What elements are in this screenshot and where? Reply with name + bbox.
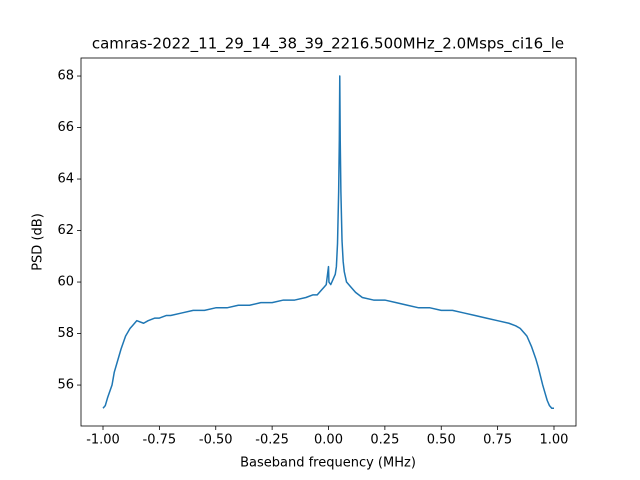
x-tick-label: 0.25 — [370, 433, 399, 448]
y-tick-label: 68 — [57, 69, 74, 84]
x-tick-label: 0.75 — [483, 433, 512, 448]
x-tick-label: -0.75 — [143, 433, 177, 448]
x-tick-label: 0.50 — [427, 433, 456, 448]
x-tick-label: -0.25 — [255, 433, 289, 448]
y-tick-label: 58 — [57, 326, 74, 341]
x-tick-label: -1.00 — [86, 433, 120, 448]
y-tick-label: 66 — [57, 120, 74, 135]
chart-title: camras-2022_11_29_14_38_39_2216.500MHz_2… — [92, 35, 564, 54]
y-tick-label: 64 — [57, 172, 74, 187]
y-tick-label: 56 — [57, 378, 74, 393]
x-tick-label: 1.00 — [540, 433, 569, 448]
data-line — [102, 75, 554, 409]
x-axis-label: Baseband frequency (MHz) — [240, 456, 416, 471]
x-tick-label: 0.00 — [314, 433, 343, 448]
y-axis-label: PSD (dB) — [31, 213, 46, 271]
y-tick-label: 60 — [57, 275, 74, 290]
plot-frame — [80, 57, 577, 427]
y-tick-label: 62 — [57, 223, 74, 238]
x-tick-label: -0.50 — [199, 433, 233, 448]
